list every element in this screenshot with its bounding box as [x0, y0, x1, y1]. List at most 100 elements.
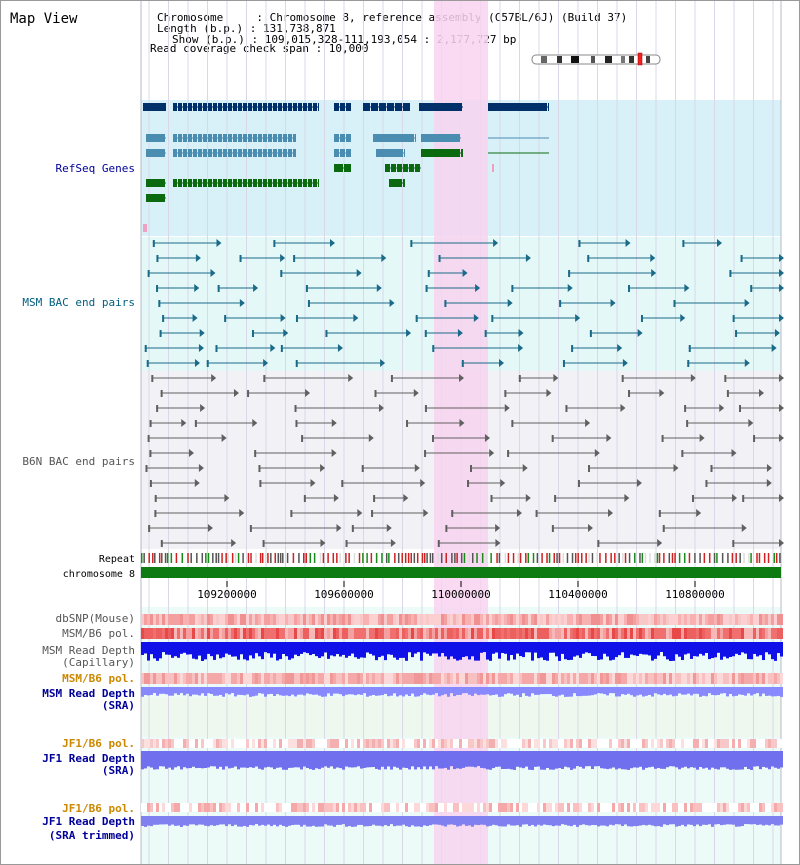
jf1-pol-cell [249, 739, 252, 748]
repeat-element [678, 553, 681, 563]
jf1-depth-trimmed-bar [606, 816, 609, 827]
jf1-pol-cell [414, 803, 417, 812]
msm-pol-cell [699, 673, 702, 684]
msm-pol-cell [459, 628, 462, 639]
msm-bac-end-pair [461, 359, 505, 367]
msm-depth-capillary-bar [528, 642, 531, 653]
b6n-bac-end-pair [726, 389, 765, 397]
msm-pol-cell [528, 628, 531, 639]
dbsnp-density-cell [435, 614, 438, 625]
jf1-depth-sra-bar [351, 751, 354, 768]
msm-depth-capillary-bar [648, 642, 651, 656]
jf1-pol-cell [261, 803, 264, 812]
dbsnp-density-cell [318, 614, 321, 625]
jf1-depth-trimmed-bar [690, 816, 693, 825]
jf1-pol-cell [351, 803, 354, 812]
dbsnp-density-cell [165, 614, 168, 625]
msm-depth-sra-bar [468, 687, 471, 695]
dbsnp-density-cell [489, 614, 492, 625]
msm-depth-capillary-bar [669, 642, 672, 661]
msm-depth-sra-bar [324, 687, 327, 697]
msm-pol-cell [453, 673, 456, 684]
jf1-depth-trimmed-bar [675, 816, 678, 827]
msm-pol-cell [192, 673, 195, 684]
msm-pol-cell [192, 628, 195, 639]
repeat-element [421, 553, 424, 563]
jf1-pol-cell [567, 739, 570, 748]
msm-pol-cell [672, 673, 675, 684]
msm-depth-capillary-bar [237, 642, 240, 660]
msm-pol-cell [201, 628, 204, 639]
msm-depth-sra-bar [309, 687, 312, 695]
msm-depth-sra-bar [282, 687, 285, 696]
msm-depth-capillary-bar [168, 642, 171, 655]
jf1-pol-cell [420, 803, 423, 812]
jf1-pol-cell [342, 803, 345, 812]
jf1-depth-sra-bar [195, 751, 198, 769]
msm-depth-capillary-bar [738, 642, 741, 656]
msm-pol-cell [579, 673, 582, 684]
b6n-bac-end-pair [437, 539, 501, 547]
msm-depth-capillary-bar [567, 642, 570, 661]
jf1-pol-cell [432, 803, 435, 812]
dbsnp-density-cell [726, 614, 729, 625]
msm-depth-capillary-bar [429, 642, 432, 656]
repeat-element [267, 553, 269, 563]
msm-pol-cell [294, 628, 297, 639]
jf1-pol-cell [369, 739, 372, 748]
dbsnp-density-cell [636, 614, 639, 625]
msm-pol-cell [531, 673, 534, 684]
jf1-depth-trimmed-bar [468, 816, 471, 826]
jf1-pol-cell [411, 739, 414, 748]
jf1-pol-cell [261, 739, 264, 748]
dbsnp-density-cell [237, 614, 240, 625]
msm-depth-sra-bar [267, 687, 270, 695]
jf1-pol-cell [273, 803, 276, 812]
jf1-pol-cell [594, 803, 597, 812]
msm-pol-cell [171, 628, 174, 639]
msm-pol-cell [567, 673, 570, 684]
jf1-depth-trimmed-bar [303, 816, 306, 825]
jf1-pol-cell [774, 803, 777, 812]
repeat-element [410, 553, 412, 563]
msm-pol-cell [693, 673, 696, 684]
dbsnp-density-cell [558, 614, 561, 625]
jf1-pol-cell [438, 739, 441, 748]
jf1-pol-cell [279, 803, 282, 812]
jf1-depth-sra-bar [279, 751, 282, 768]
msm-pol-cell [390, 628, 393, 639]
jf1-pol-cell [300, 739, 303, 748]
msm-pol-cell [456, 673, 459, 684]
msm-pol-cell [594, 673, 597, 684]
jf1-pol-cell [552, 803, 555, 812]
jf1-pol-cell [528, 739, 531, 748]
repeat-element [773, 553, 776, 563]
jf1-depth-trimmed-bar [177, 816, 180, 826]
jf1-pol-cell [297, 803, 300, 812]
repeat-element [536, 553, 539, 563]
msm-pol-cell [372, 673, 375, 684]
chromosome-ideogram[interactable] [531, 52, 661, 66]
msm-pol-cell [555, 673, 558, 684]
jf1-depth-trimmed-bar [726, 816, 729, 825]
jf1-pol-cell [408, 739, 411, 748]
jf1-depth-trimmed-bar [405, 816, 408, 827]
jf1-pol-cell [525, 739, 528, 748]
jf1-depth-sra-bar [525, 751, 528, 767]
msm-depth-sra-bar [177, 687, 180, 695]
msm-bac-end-pair [424, 329, 463, 337]
msm-depth-capillary-bar [465, 642, 468, 657]
jf1-depth-sra-bar [582, 751, 585, 769]
msm-pol-cell [360, 673, 363, 684]
dbsnp-density-cell [768, 614, 771, 625]
msm-pol-cell [489, 673, 492, 684]
jf1-depth-trimmed-bar [711, 816, 714, 827]
msm-pol-cell [480, 673, 483, 684]
msm-bac-end-pair [156, 284, 200, 292]
jf1-depth-sra-bar [624, 751, 627, 770]
jf1-depth-sra-bar [489, 751, 492, 770]
msm-depth-capillary-bar [522, 642, 525, 658]
repeat-element [309, 553, 312, 563]
repeat-element [231, 553, 234, 563]
